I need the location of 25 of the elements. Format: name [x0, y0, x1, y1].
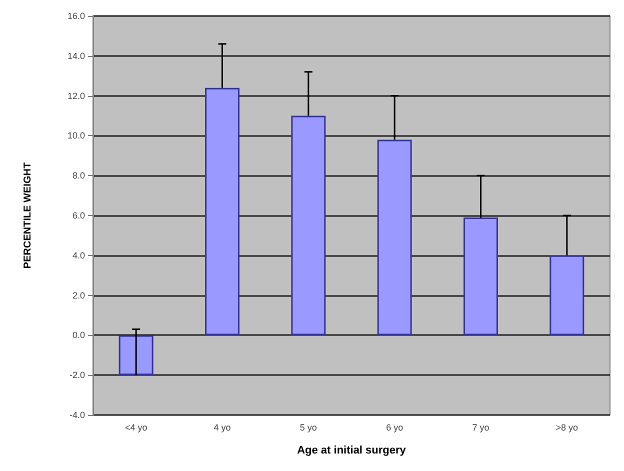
bar: [464, 217, 498, 336]
y-tick-label: 0.0: [72, 330, 85, 340]
x-tick-label: 5 yo: [300, 422, 317, 432]
y-tick-label: 12.0: [67, 90, 85, 101]
y-axis-title: PERCENTILE WEIGHT: [22, 162, 34, 269]
bar: [377, 140, 412, 336]
bar: [118, 335, 154, 376]
y-tick-label: 2.0: [72, 290, 85, 300]
y-tick-label: -4.0: [69, 410, 85, 420]
y-tick-label: 16.0: [67, 11, 85, 21]
y-tick-label: -2.0: [69, 370, 85, 380]
y-tick-label: 6.0: [72, 210, 85, 220]
x-axis-title: Age at initial surgery: [297, 444, 407, 456]
x-tick-label: >8 yo: [556, 422, 578, 432]
x-tick-label: 4 yo: [214, 422, 231, 432]
y-tick-label: 10.0: [67, 130, 85, 141]
bar: [550, 255, 584, 336]
x-tick-label: <4 yo: [124, 422, 148, 432]
x-tick-label: 7 yo: [472, 422, 490, 432]
bar: [205, 88, 240, 336]
x-tick-label: 6 yo: [386, 422, 404, 432]
y-tick-label: 4.0: [72, 250, 85, 260]
bar: [291, 116, 326, 336]
y-tick-label: 8.0: [72, 170, 85, 181]
y-tick-label: 14.0: [67, 50, 85, 61]
